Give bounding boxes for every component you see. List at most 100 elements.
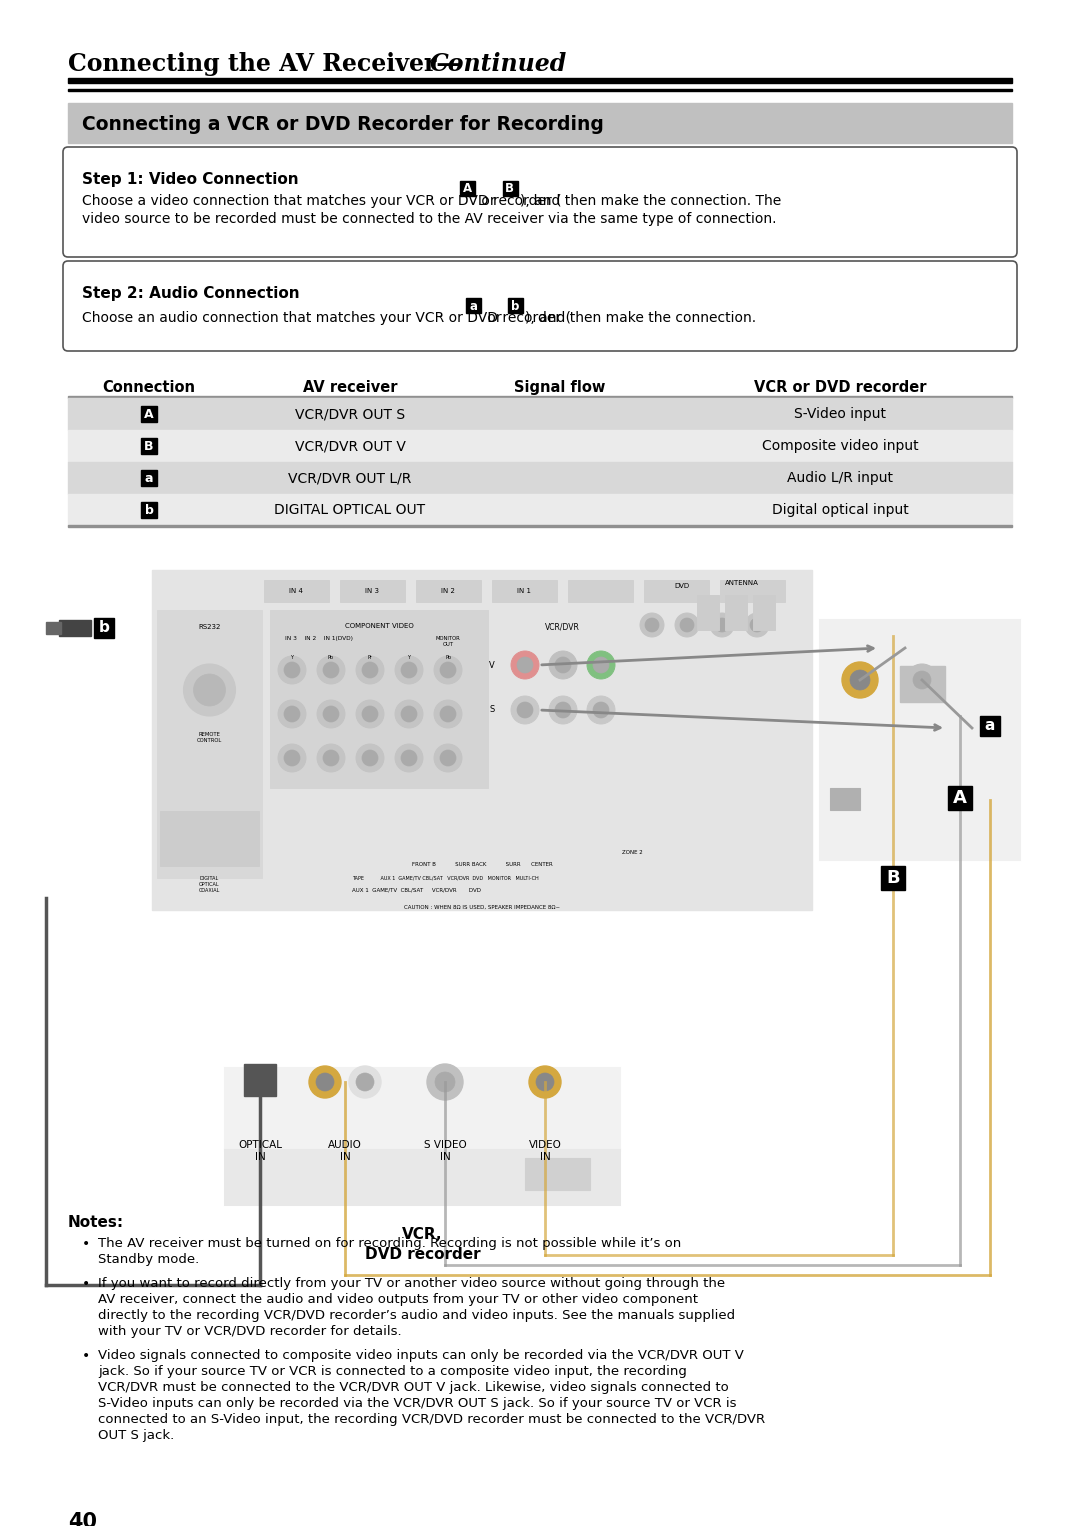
Circle shape	[680, 618, 694, 632]
Bar	[94, 618, 114, 638]
Bar	[141, 470, 157, 485]
Text: ZONE 2: ZONE 2	[622, 850, 643, 855]
Text: A: A	[462, 183, 472, 195]
Text: If you want to record directly from your TV or another video source without goin: If you want to record directly from your…	[98, 1277, 725, 1289]
Bar	[68, 78, 1012, 82]
Circle shape	[842, 662, 878, 697]
Bar	[68, 102, 1012, 143]
Circle shape	[323, 707, 339, 722]
Circle shape	[309, 1067, 341, 1099]
Text: Choose an audio connection that matches your VCR or DVD recorder (: Choose an audio connection that matches …	[82, 311, 571, 325]
Text: with your TV or VCR/DVD recorder for details.: with your TV or VCR/DVD recorder for det…	[98, 1325, 402, 1338]
Circle shape	[184, 664, 235, 716]
Circle shape	[511, 696, 539, 723]
Text: OPTICAL
IN: OPTICAL IN	[238, 1140, 282, 1161]
Bar	[509, 298, 524, 313]
Circle shape	[440, 749, 456, 766]
Circle shape	[434, 656, 462, 684]
Bar	[644, 580, 708, 601]
Circle shape	[284, 662, 300, 678]
Bar	[68, 462, 1012, 494]
Text: b: b	[98, 621, 109, 635]
Text: Pb: Pb	[328, 655, 334, 661]
Circle shape	[434, 700, 462, 728]
Bar	[157, 610, 262, 877]
Circle shape	[850, 670, 870, 690]
Text: B: B	[145, 439, 153, 453]
Circle shape	[356, 656, 384, 684]
Text: •: •	[82, 1349, 91, 1363]
Circle shape	[529, 1067, 561, 1099]
Circle shape	[517, 658, 534, 673]
Text: COMPONENT VIDEO: COMPONENT VIDEO	[345, 623, 414, 629]
Circle shape	[395, 745, 423, 772]
Text: ), and then make the connection. The: ), and then make the connection. The	[519, 194, 781, 208]
Circle shape	[193, 674, 226, 707]
Circle shape	[555, 658, 571, 673]
Text: DIGITAL
OPTICAL
COAXIAL: DIGITAL OPTICAL COAXIAL	[199, 876, 220, 893]
Text: Connecting a VCR or DVD Recorder for Recording: Connecting a VCR or DVD Recorder for Rec…	[82, 116, 604, 134]
Circle shape	[401, 662, 417, 678]
Bar	[264, 580, 329, 601]
Circle shape	[427, 1064, 463, 1100]
FancyBboxPatch shape	[63, 261, 1017, 351]
Bar	[68, 397, 1012, 398]
Bar	[460, 182, 475, 195]
Circle shape	[715, 618, 729, 632]
Bar	[160, 810, 259, 865]
Bar	[725, 595, 747, 630]
Text: •: •	[82, 1238, 91, 1251]
Circle shape	[593, 702, 609, 719]
Text: B: B	[505, 183, 514, 195]
Bar	[68, 430, 1012, 462]
Text: AV receiver, connect the audio and video outputs from your TV or other video com: AV receiver, connect the audio and video…	[98, 1293, 698, 1306]
Text: Notes:: Notes:	[68, 1215, 124, 1230]
Text: or: or	[477, 194, 500, 208]
Bar	[141, 502, 157, 517]
Circle shape	[362, 662, 378, 678]
Text: Step 2: Audio Connection: Step 2: Audio Connection	[82, 285, 299, 301]
Text: B: B	[887, 868, 900, 887]
Bar	[900, 665, 945, 702]
Bar	[820, 620, 1020, 861]
Text: AUDIO
IN: AUDIO IN	[328, 1140, 362, 1161]
Circle shape	[745, 613, 769, 636]
Text: FRONT B           SURR BACK           SURR      CENTER: FRONT B SURR BACK SURR CENTER	[411, 862, 552, 867]
Text: Choose a video connection that matches your VCR or DVD recorder (: Choose a video connection that matches y…	[82, 194, 562, 208]
Text: S-Video input: S-Video input	[794, 407, 886, 421]
Bar	[141, 406, 157, 423]
Text: Video signals connected to composite video inputs can only be recorded via the V: Video signals connected to composite vid…	[98, 1349, 744, 1363]
Text: VCR/DVR OUT L/R: VCR/DVR OUT L/R	[288, 472, 411, 485]
Text: The AV receiver must be turned on for recording. Recording is not possible while: The AV receiver must be turned on for re…	[98, 1238, 681, 1250]
Circle shape	[395, 656, 423, 684]
Text: Continued: Continued	[430, 52, 567, 76]
Text: IN 3    IN 2    IN 1(DVD): IN 3 IN 2 IN 1(DVD)	[285, 636, 353, 641]
Text: A: A	[953, 789, 967, 807]
Bar	[697, 595, 719, 630]
Text: A: A	[145, 407, 153, 421]
Circle shape	[362, 749, 378, 766]
Circle shape	[278, 656, 306, 684]
Text: directly to the recording VCR/DVD recorder’s audio and video inputs. See the man: directly to the recording VCR/DVD record…	[98, 1309, 735, 1322]
Text: Connecting the AV Receiver—: Connecting the AV Receiver—	[68, 52, 460, 76]
Circle shape	[549, 696, 577, 723]
Circle shape	[278, 745, 306, 772]
Text: b: b	[511, 299, 519, 313]
Circle shape	[356, 1073, 374, 1091]
Text: Pb: Pb	[445, 655, 451, 661]
Text: VCR or DVD recorder: VCR or DVD recorder	[754, 380, 927, 395]
Bar	[141, 438, 157, 455]
Circle shape	[588, 652, 615, 679]
Text: Pr: Pr	[367, 655, 373, 661]
Circle shape	[395, 700, 423, 728]
Circle shape	[401, 749, 417, 766]
Text: •: •	[82, 1277, 91, 1291]
Text: VCR/DVR OUT S: VCR/DVR OUT S	[295, 407, 405, 421]
Circle shape	[710, 613, 734, 636]
Text: REMOTE
CONTROL: REMOTE CONTROL	[197, 732, 222, 743]
Text: Audio L/R input: Audio L/R input	[787, 472, 893, 485]
Bar	[59, 620, 91, 636]
Circle shape	[316, 1073, 334, 1091]
Circle shape	[434, 745, 462, 772]
Text: Signal flow: Signal flow	[514, 380, 606, 395]
